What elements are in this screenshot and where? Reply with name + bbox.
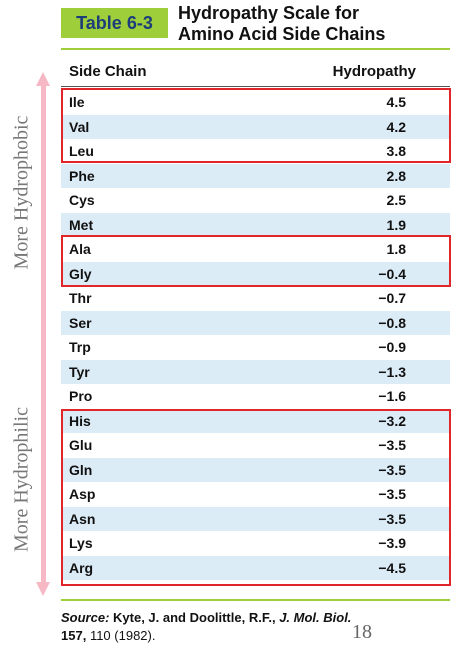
label-more-hydrophilic: More Hydrophilic (10, 407, 33, 552)
side-chain-name: Glu (69, 437, 93, 453)
top-rule (61, 48, 450, 50)
side-chain-name: Trp (69, 339, 91, 355)
side-chain-name: Leu (69, 143, 94, 159)
table-row: Trp −0.9 (61, 335, 450, 360)
side-chain-name: Arg (69, 559, 94, 576)
side-chain-name: Lys (69, 535, 93, 551)
table-row: Gln −3.5 (61, 457, 450, 482)
table-row: Arg −4.5 (61, 555, 450, 580)
table-title: Hydropathy Scale for Amino Acid Side Cha… (178, 3, 385, 45)
side-chain-name: Asn (69, 510, 96, 527)
hydropathy-value: −3.5 (378, 437, 406, 453)
title-line-1: Hydropathy Scale for (178, 3, 360, 23)
hydropathy-value: −3.5 (378, 461, 406, 478)
label-more-hydrophobic: More Hydrophobic (10, 115, 33, 270)
source-authors: Kyte, J. and Doolittle, R.F., (113, 610, 276, 625)
table-row: Tyr −1.3 (61, 359, 450, 384)
table-body: Ile 4.5 Val 4.2 Leu 3.8 Phe 2.8 Cys 2.5 Met 1.9 Ala 1… (61, 90, 450, 580)
side-chain-name: Ile (69, 94, 85, 110)
title-line-2: Amino Acid Side Chains (178, 24, 386, 44)
bottom-rule (61, 599, 450, 601)
hydropathy-value: −0.4 (378, 265, 406, 282)
page-number: 18 (352, 621, 372, 643)
hydropathy-value: −3.5 (378, 486, 406, 502)
table-row: Lys −3.9 (61, 531, 450, 556)
hydropathy-value: −4.5 (378, 559, 406, 576)
table-row: Met 1.9 (61, 212, 450, 237)
side-chain-name: Val (69, 118, 90, 135)
source-label: Source: (61, 610, 110, 625)
hydropathy-value: 3.8 (386, 143, 406, 159)
table-row: Asn −3.5 (61, 506, 450, 531)
table-row: Val 4.2 (61, 114, 450, 139)
table-row: Leu 3.8 (61, 139, 450, 164)
side-chain-name: Ser (69, 314, 92, 331)
source-pages: 110 (1982). (89, 628, 156, 643)
table-row: Phe 2.8 (61, 163, 450, 188)
hydropathy-value: 1.8 (386, 241, 406, 257)
arrow-up-icon (36, 72, 50, 86)
highlight-box-hydrophilic (61, 409, 451, 586)
table-row: Pro −1.6 (61, 384, 450, 409)
source-journal: J. Mol. Biol. (279, 610, 352, 625)
side-chain-name: Gln (69, 461, 93, 478)
side-chain-name: Pro (69, 388, 93, 404)
side-chain-name: Ala (69, 241, 91, 257)
header-rule (61, 86, 450, 87)
arrow-down-icon (36, 582, 50, 596)
side-chain-name: Met (69, 216, 94, 233)
highlight-box-hydrophobic (61, 88, 451, 163)
table-row: Gly −0.4 (61, 261, 450, 286)
hydropathy-value: 4.2 (386, 118, 406, 135)
hydropathy-value: −0.9 (378, 339, 406, 355)
side-chain-name: His (69, 412, 91, 429)
source-citation: Source: Kyte, J. and Doolittle, R.F., J.… (61, 609, 450, 645)
hydropathy-value: −3.9 (378, 535, 406, 551)
hydropathy-value: 2.8 (386, 167, 406, 184)
table-row: Ile 4.5 (61, 90, 450, 115)
side-chain-name: Thr (69, 290, 92, 306)
header-hydropathy: Hydropathy (332, 63, 416, 80)
hydropathy-value: 1.9 (386, 216, 406, 233)
hydropathy-value: −1.3 (378, 363, 406, 380)
hydropathy-value: 4.5 (386, 94, 406, 110)
hydropathy-value: −1.6 (378, 388, 406, 404)
source-volume: 157, (61, 628, 87, 643)
side-chain-name: Cys (69, 192, 95, 208)
header-side-chain: Side Chain (69, 63, 147, 80)
side-chain-name: Tyr (69, 363, 90, 380)
hydropathy-value: −0.7 (378, 290, 406, 306)
hydropathy-value: −3.5 (378, 510, 406, 527)
table-row: Asp −3.5 (61, 482, 450, 507)
hydropathy-value: 2.5 (386, 192, 406, 208)
side-chain-name: Asp (69, 486, 96, 502)
hydropathy-value: −3.2 (378, 412, 406, 429)
table-number-badge: Table 6-3 (61, 8, 168, 38)
hydropathy-value: −0.8 (378, 314, 406, 331)
side-chain-name: Phe (69, 167, 95, 184)
table-row: Glu −3.5 (61, 433, 450, 458)
table-row: Ser −0.8 (61, 310, 450, 335)
table-row: Ala 1.8 (61, 237, 450, 262)
side-chain-name: Gly (69, 265, 92, 282)
table-row: His −3.2 (61, 408, 450, 433)
table-row: Cys 2.5 (61, 188, 450, 213)
highlight-box-ala-gly (61, 235, 451, 287)
hydropathy-axis-line (41, 84, 46, 584)
table-row: Thr −0.7 (61, 286, 450, 311)
